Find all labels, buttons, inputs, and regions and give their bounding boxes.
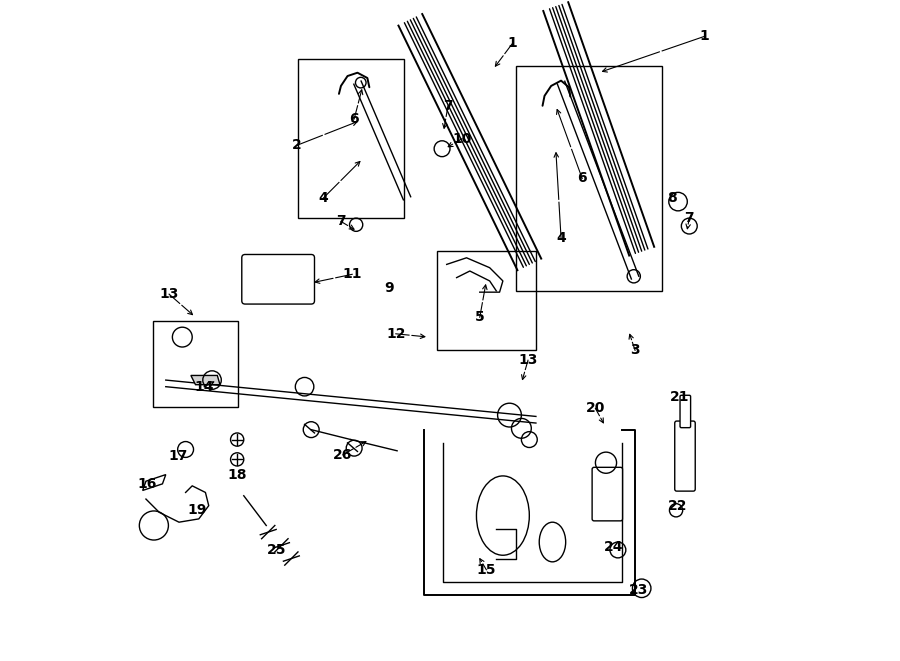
Text: 4: 4 xyxy=(319,191,328,206)
FancyBboxPatch shape xyxy=(242,254,314,304)
Text: 21: 21 xyxy=(670,389,689,404)
Text: 2: 2 xyxy=(292,138,302,153)
Text: 26: 26 xyxy=(333,447,353,462)
Text: 11: 11 xyxy=(342,267,362,282)
Text: 23: 23 xyxy=(629,582,648,597)
Text: 12: 12 xyxy=(386,327,406,341)
Text: 6: 6 xyxy=(578,171,587,186)
Bar xyxy=(298,59,404,218)
Text: 5: 5 xyxy=(475,310,484,325)
Text: 25: 25 xyxy=(267,543,286,557)
Text: 1: 1 xyxy=(699,29,709,44)
Text: 9: 9 xyxy=(384,280,394,295)
FancyBboxPatch shape xyxy=(592,467,623,521)
Text: 15: 15 xyxy=(477,563,496,577)
Bar xyxy=(436,251,536,350)
Text: 6: 6 xyxy=(349,112,359,126)
Text: 3: 3 xyxy=(630,343,640,358)
Text: 7: 7 xyxy=(336,214,346,229)
Text: 13: 13 xyxy=(518,353,537,368)
Text: 10: 10 xyxy=(452,132,472,146)
Text: 17: 17 xyxy=(168,449,187,463)
Text: 13: 13 xyxy=(159,287,179,301)
Text: 4: 4 xyxy=(556,231,566,245)
Text: 1: 1 xyxy=(508,36,518,50)
Text: 7: 7 xyxy=(685,211,694,225)
FancyBboxPatch shape xyxy=(675,421,695,491)
Bar xyxy=(153,321,238,407)
Polygon shape xyxy=(191,375,220,385)
Text: 16: 16 xyxy=(138,477,157,491)
Text: 8: 8 xyxy=(667,191,677,206)
Text: 22: 22 xyxy=(669,498,688,513)
Polygon shape xyxy=(142,475,166,490)
Bar xyxy=(516,66,662,291)
Text: 14: 14 xyxy=(194,379,214,394)
Text: 24: 24 xyxy=(604,540,624,555)
Text: 7: 7 xyxy=(443,98,453,113)
FancyBboxPatch shape xyxy=(680,395,690,428)
Text: 18: 18 xyxy=(228,467,247,482)
Text: 20: 20 xyxy=(586,401,605,416)
Text: 19: 19 xyxy=(188,503,207,518)
